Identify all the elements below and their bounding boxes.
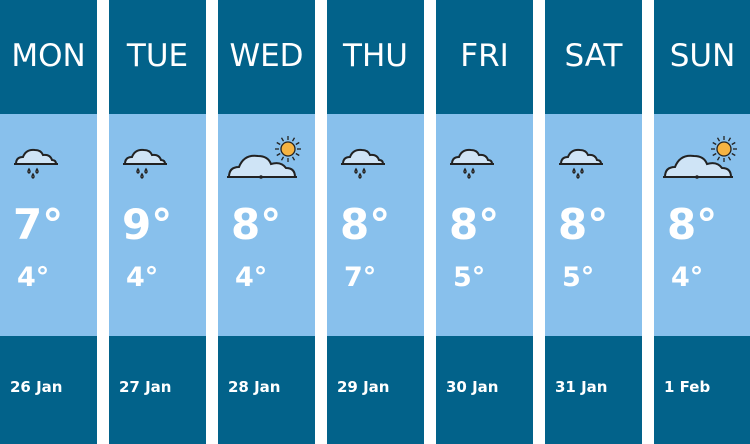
day-column-wed: WED 8° 4° 28 Jan <box>218 0 315 444</box>
day-footer: 30 Jan <box>436 336 533 444</box>
day-name: WED <box>229 38 304 74</box>
rain-cloud-icon <box>446 142 496 186</box>
low-temperature: 7° <box>344 262 377 293</box>
low-temperature: 5° <box>453 262 486 293</box>
day-column-mon: MON 7° 4° 26 Jan <box>0 0 97 444</box>
high-temperature: 8° <box>667 200 718 249</box>
day-header: TUE <box>109 0 206 114</box>
day-name: THU <box>343 38 408 74</box>
high-temperature: 9° <box>122 200 173 249</box>
date-label: 1 Feb <box>664 378 711 396</box>
date-label: 26 Jan <box>10 378 63 396</box>
day-column-thu: THU 8° 7° 29 Jan <box>327 0 424 444</box>
day-column-fri: FRI 8° 5° 30 Jan <box>436 0 533 444</box>
day-header: MON <box>0 0 97 114</box>
high-temperature: 8° <box>449 200 500 249</box>
day-header: WED <box>218 0 315 114</box>
day-name: SUN <box>669 38 736 74</box>
high-temperature: 8° <box>340 200 391 249</box>
low-temperature: 4° <box>126 262 159 293</box>
day-footer: 28 Jan <box>218 336 315 444</box>
day-footer: 26 Jan <box>0 336 97 444</box>
forecast-body: 8° 4° <box>654 114 750 336</box>
day-header: FRI <box>436 0 533 114</box>
date-label: 27 Jan <box>119 378 172 396</box>
low-temperature: 5° <box>562 262 595 293</box>
day-footer: 31 Jan <box>545 336 642 444</box>
forecast-body: 8° 5° <box>436 114 533 336</box>
forecast-body: 8° 7° <box>327 114 424 336</box>
forecast-body: 9° 4° <box>109 114 206 336</box>
day-header: SAT <box>545 0 642 114</box>
day-name: SAT <box>564 38 623 74</box>
date-label: 29 Jan <box>337 378 390 396</box>
day-header: SUN <box>654 0 750 114</box>
forecast-body: 7° 4° <box>0 114 97 336</box>
day-column-sat: SAT 8° 5° 31 Jan <box>545 0 642 444</box>
day-name: MON <box>11 38 86 74</box>
high-temperature: 8° <box>558 200 609 249</box>
forecast-body: 8° 4° <box>218 114 315 336</box>
day-name: TUE <box>126 38 189 74</box>
forecast-body: 8° 5° <box>545 114 642 336</box>
sun-cloud-icon <box>226 134 306 190</box>
rain-cloud-icon <box>119 142 169 186</box>
day-column-tue: TUE 9° 4° 27 Jan <box>109 0 206 444</box>
rain-cloud-icon <box>555 142 605 186</box>
low-temperature: 4° <box>17 262 50 293</box>
day-footer: 1 Feb <box>654 336 750 444</box>
low-temperature: 4° <box>235 262 268 293</box>
day-name: FRI <box>460 38 509 74</box>
day-header: THU <box>327 0 424 114</box>
date-label: 30 Jan <box>446 378 499 396</box>
high-temperature: 8° <box>231 200 282 249</box>
rain-cloud-icon <box>337 142 387 186</box>
sun-cloud-icon <box>662 134 742 190</box>
low-temperature: 4° <box>671 262 704 293</box>
date-label: 31 Jan <box>555 378 608 396</box>
high-temperature: 7° <box>13 200 64 249</box>
date-label: 28 Jan <box>228 378 281 396</box>
day-column-sun: SUN 8° 4° 1 Feb <box>654 0 750 444</box>
day-footer: 27 Jan <box>109 336 206 444</box>
rain-cloud-icon <box>10 142 60 186</box>
day-footer: 29 Jan <box>327 336 424 444</box>
